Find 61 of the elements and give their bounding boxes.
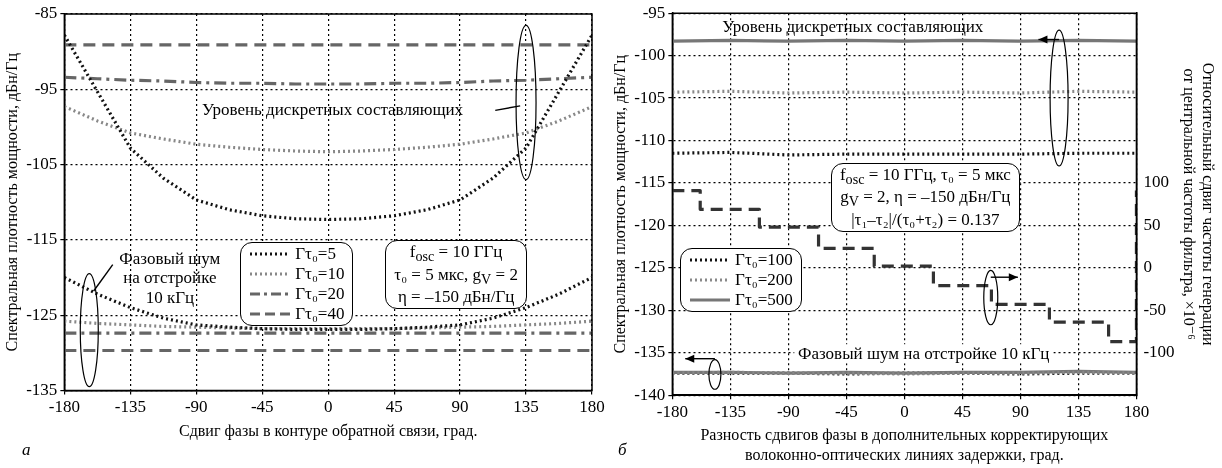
x-tick-label: 135 [513, 397, 539, 417]
y-tick-label: -115 [634, 172, 666, 192]
y-tick-label: -105 [634, 87, 666, 107]
y-tick-label: -120 [634, 214, 666, 234]
x-tick-label: -90 [184, 397, 208, 417]
legend-label: Γτ₀=500 [735, 290, 793, 311]
x-tick-label: 180 [1123, 401, 1150, 421]
x-tick-label: 0 [323, 397, 333, 417]
x-tick-label: -45 [250, 397, 274, 417]
annotation: f$_{osc}$ = 10 ГГц τ₀ = 5 мкс, g$_{V}$ = 2 η = –150 дБн/Гц [385, 239, 527, 309]
y-tick-label: -105 [26, 154, 58, 174]
line-series [64, 104, 592, 154]
x-tick-label: -180 [48, 397, 80, 417]
annotation: Уровень дискретных составляющих [722, 17, 984, 37]
y2-tick-label: -100 [1143, 342, 1175, 362]
y2-axis-title: Относительный сдвиг частоты генерации от центральной частоты фильтра, ×10⁻⁶ [1180, 62, 1218, 347]
text: б [618, 440, 627, 460]
legend-label: Γτ₀=10 [295, 264, 345, 285]
y-tick-label: -125 [26, 304, 58, 324]
legend-label: Γτ₀=20 [295, 284, 345, 305]
y-tick-label: -140 [634, 384, 666, 404]
legend-label: Γτ₀=5 [295, 244, 336, 265]
line-series [64, 33, 592, 222]
x-tick-label: 90 [1011, 401, 1029, 421]
text: а [22, 440, 31, 460]
line-series [64, 75, 592, 86]
x-tick-label: -90 [777, 401, 800, 421]
y-tick-label: -135 [634, 342, 666, 362]
y2-tick-label: -50 [1143, 299, 1167, 319]
annotation: Фазовый шум на отстройке 10 кГц [794, 343, 1054, 364]
x-tick-label: 180 [579, 397, 605, 417]
y2-tick-label: 100 [1143, 172, 1169, 192]
y-axis-title: Спектральная плотность мощности, дБн/Гц [2, 52, 21, 352]
y-tick-label: -100 [634, 45, 666, 65]
legend-label: Γτ₀=40 [295, 304, 345, 325]
x-tick-label: -135 [714, 401, 746, 421]
x-axis-title: Сдвиг фазы в контуре обратной связи, град. [178, 421, 478, 440]
y-tick-label: -110 [634, 130, 666, 149]
y-tick-label: -130 [634, 299, 666, 319]
y-tick-label: -95 [642, 2, 666, 22]
x-tick-label: 0 [900, 401, 909, 421]
annotation: f$_{osc}$ = 10 ГГц, τ₀ = 5 мкс g$_{V}$ = 2, η = –150 дБн/Гц |τ₁–τ₂|/(τ₀+τ₂) = 0.137 [830, 162, 1020, 232]
x-tick-label: -45 [835, 401, 858, 421]
annotation: Уровень дискретных составляющих [202, 100, 464, 121]
legend-label: Γτ₀=200 [735, 270, 793, 291]
y2-tick-label: 0 [1143, 257, 1152, 277]
x-axis-title: Разность сдвигов фазы в дополнительных корректирующих волоконно-оптических линиях задержки, град. [700, 426, 1109, 464]
y-tick-label: -95 [34, 78, 58, 98]
x-tick-label: 45 [385, 397, 403, 417]
x-tick-label: 45 [953, 401, 971, 421]
y-tick-label: -115 [26, 229, 58, 249]
y2-tick-label: 50 [1143, 214, 1161, 234]
y-tick-label: -85 [34, 3, 58, 23]
legend-label: Γτ₀=100 [735, 250, 793, 271]
x-tick-label: -180 [656, 401, 688, 421]
y-tick-label: -135 [26, 379, 58, 399]
x-tick-label: -135 [114, 397, 146, 417]
x-tick-label: 90 [451, 397, 469, 417]
y-axis-title: Спектральная плотность мощности, дБн/Гц [610, 54, 629, 354]
y-tick-label: -125 [634, 257, 666, 277]
x-tick-label: 135 [1065, 401, 1092, 421]
